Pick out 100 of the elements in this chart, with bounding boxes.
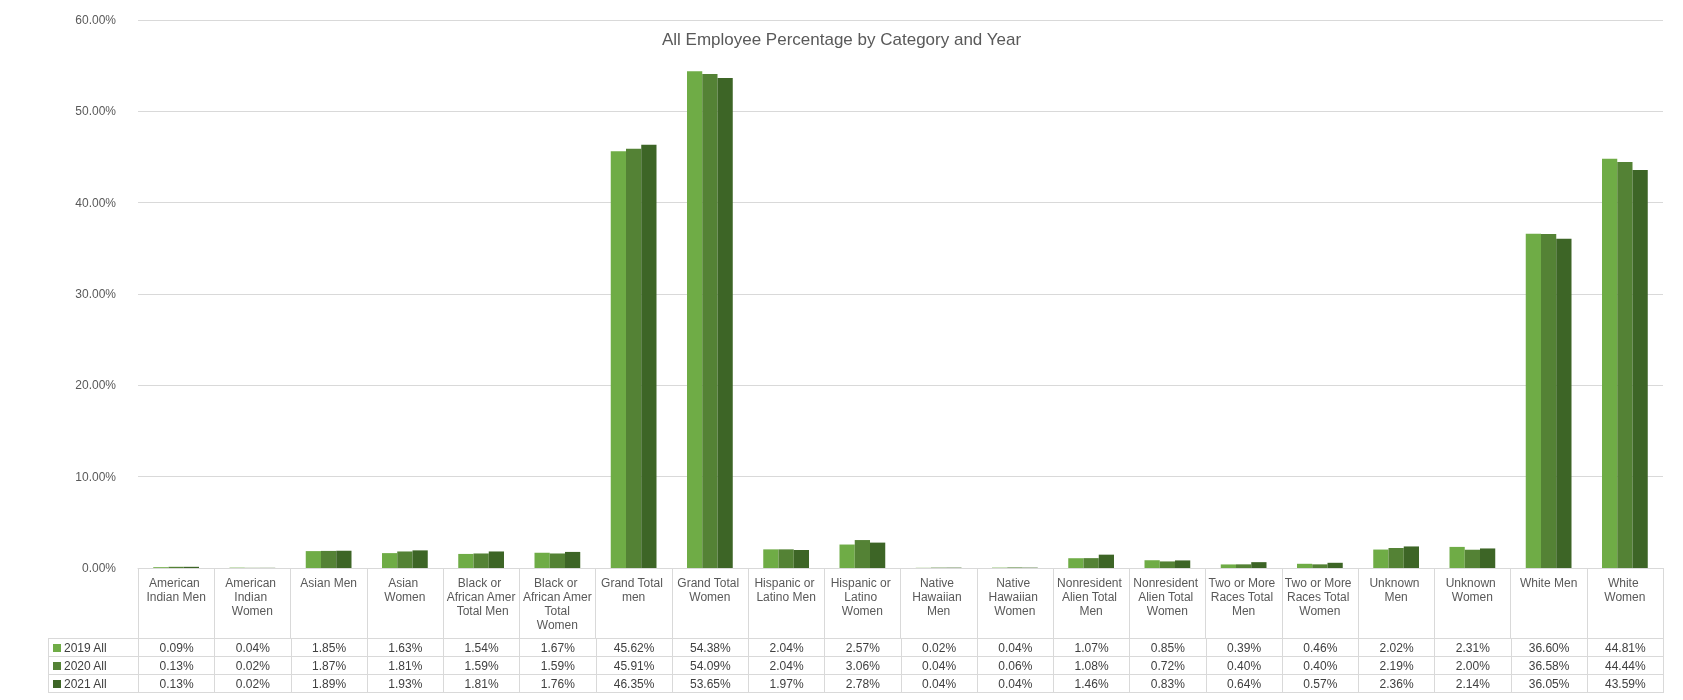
data-label: 1.89% bbox=[291, 674, 368, 693]
x-tick-label: Grand Total Women bbox=[677, 576, 743, 604]
x-tick-label: Black or African Amer Total Men bbox=[446, 576, 516, 618]
x-tick-label: American Indian Women bbox=[225, 576, 280, 618]
bar bbox=[458, 553, 474, 568]
data-label: 1.46% bbox=[1053, 674, 1130, 693]
data-label: 0.72% bbox=[1129, 656, 1206, 675]
data-label: 1.63% bbox=[367, 638, 444, 657]
data-label: 0.02% bbox=[214, 656, 291, 675]
bar bbox=[382, 553, 398, 568]
y-tick-label: 30.00% bbox=[75, 287, 117, 301]
bar bbox=[336, 550, 352, 568]
data-label: 1.87% bbox=[291, 656, 368, 675]
bar bbox=[321, 550, 337, 568]
x-tick-label: Nonresident Alien Total Women bbox=[1133, 576, 1202, 618]
bar bbox=[870, 542, 886, 568]
data-label: 44.81% bbox=[1587, 638, 1664, 657]
x-tick-label: Two or More Races Total Women bbox=[1284, 576, 1355, 618]
bar bbox=[1632, 169, 1648, 568]
bar bbox=[1464, 549, 1480, 568]
data-label: 3.06% bbox=[824, 656, 901, 675]
bar bbox=[641, 144, 657, 568]
data-label: 0.85% bbox=[1129, 638, 1206, 657]
data-label: 2.57% bbox=[824, 638, 901, 657]
data-label: 2.31% bbox=[1434, 638, 1511, 657]
data-label: 1.97% bbox=[748, 674, 825, 693]
bar bbox=[1403, 546, 1419, 568]
bar bbox=[1068, 558, 1084, 568]
y-tick-label: 60.00% bbox=[75, 13, 117, 27]
data-label: 36.60% bbox=[1511, 638, 1588, 657]
data-label: 1.59% bbox=[519, 656, 596, 675]
bar bbox=[687, 71, 703, 568]
bar bbox=[473, 553, 489, 568]
bar bbox=[1220, 564, 1236, 568]
bar bbox=[778, 549, 794, 568]
data-label: 0.04% bbox=[214, 638, 291, 657]
data-label: 0.04% bbox=[977, 674, 1054, 693]
data-label: 45.91% bbox=[596, 656, 673, 675]
data-label: 1.76% bbox=[519, 674, 596, 693]
data-label: 46.35% bbox=[596, 674, 673, 693]
x-tick-label: American Indian Men bbox=[146, 576, 206, 604]
x-tick-label: Native Hawaiian Men bbox=[912, 576, 965, 618]
data-label: 1.81% bbox=[367, 656, 444, 675]
bar bbox=[702, 73, 718, 568]
data-label: 1.54% bbox=[443, 638, 520, 657]
data-label: 2.04% bbox=[748, 638, 825, 657]
x-tick-label: Hispanic or Latino Men bbox=[754, 576, 818, 604]
bar bbox=[1388, 548, 1404, 568]
data-label: 45.62% bbox=[596, 638, 673, 657]
data-label: 0.13% bbox=[138, 656, 215, 675]
bar bbox=[1556, 238, 1572, 568]
data-label: 1.81% bbox=[443, 674, 520, 693]
data-label: 2.19% bbox=[1358, 656, 1435, 675]
bar bbox=[1098, 554, 1114, 568]
y-tick-label: 50.00% bbox=[75, 104, 117, 119]
bar bbox=[763, 549, 779, 568]
bar bbox=[854, 540, 870, 568]
data-label: 0.39% bbox=[1206, 638, 1283, 657]
bar bbox=[1480, 548, 1496, 568]
data-label: 2.14% bbox=[1434, 674, 1511, 693]
y-tick-label: 40.00% bbox=[75, 195, 117, 210]
data-label: 1.07% bbox=[1053, 638, 1130, 657]
legend-label: 2020 All bbox=[64, 658, 107, 673]
x-tick-label: Native Hawaiian Women bbox=[988, 576, 1042, 618]
data-label: 1.85% bbox=[291, 638, 368, 657]
bar bbox=[1312, 564, 1328, 568]
x-tick-label: White Women bbox=[1604, 576, 1646, 604]
bar bbox=[626, 148, 642, 568]
data-label: 0.06% bbox=[977, 656, 1054, 675]
bar bbox=[1602, 158, 1618, 568]
data-label: 0.02% bbox=[901, 638, 978, 657]
y-tick-label: 10.00% bbox=[75, 469, 117, 484]
data-label: 2.36% bbox=[1358, 674, 1435, 693]
bar bbox=[397, 551, 413, 568]
bar bbox=[1297, 563, 1313, 568]
data-label: 1.59% bbox=[443, 656, 520, 675]
x-tick-label: Nonresident Alien Total Men bbox=[1057, 576, 1126, 618]
bar bbox=[717, 78, 733, 568]
x-tick-label: Asian Men bbox=[300, 576, 357, 590]
data-label: 43.59% bbox=[1587, 674, 1664, 693]
y-tick-label: 20.00% bbox=[75, 378, 117, 393]
data-label: 54.38% bbox=[672, 638, 749, 657]
x-tick-label: Unknown Men bbox=[1369, 576, 1423, 604]
x-tick-label: Two or More Races Total Men bbox=[1208, 576, 1279, 618]
bar bbox=[1251, 562, 1267, 568]
data-label: 36.05% bbox=[1511, 674, 1588, 693]
bar bbox=[549, 553, 565, 568]
data-label: 53.65% bbox=[672, 674, 749, 693]
data-label: 36.58% bbox=[1511, 656, 1588, 675]
data-label: 2.78% bbox=[824, 674, 901, 693]
bar bbox=[1617, 162, 1633, 568]
text: All Employee Percentage by Category and Year bbox=[661, 30, 1022, 49]
x-tick-label: Unknown Women bbox=[1445, 576, 1500, 604]
legend-label: 2021 All bbox=[64, 676, 107, 691]
bar bbox=[1373, 549, 1389, 568]
bar bbox=[565, 551, 581, 568]
x-tick-label: Black or African Amer Total Women bbox=[523, 576, 592, 632]
bar bbox=[1144, 560, 1160, 568]
data-label: 54.09% bbox=[672, 656, 749, 675]
x-tick-label: Asian Women bbox=[384, 576, 426, 604]
